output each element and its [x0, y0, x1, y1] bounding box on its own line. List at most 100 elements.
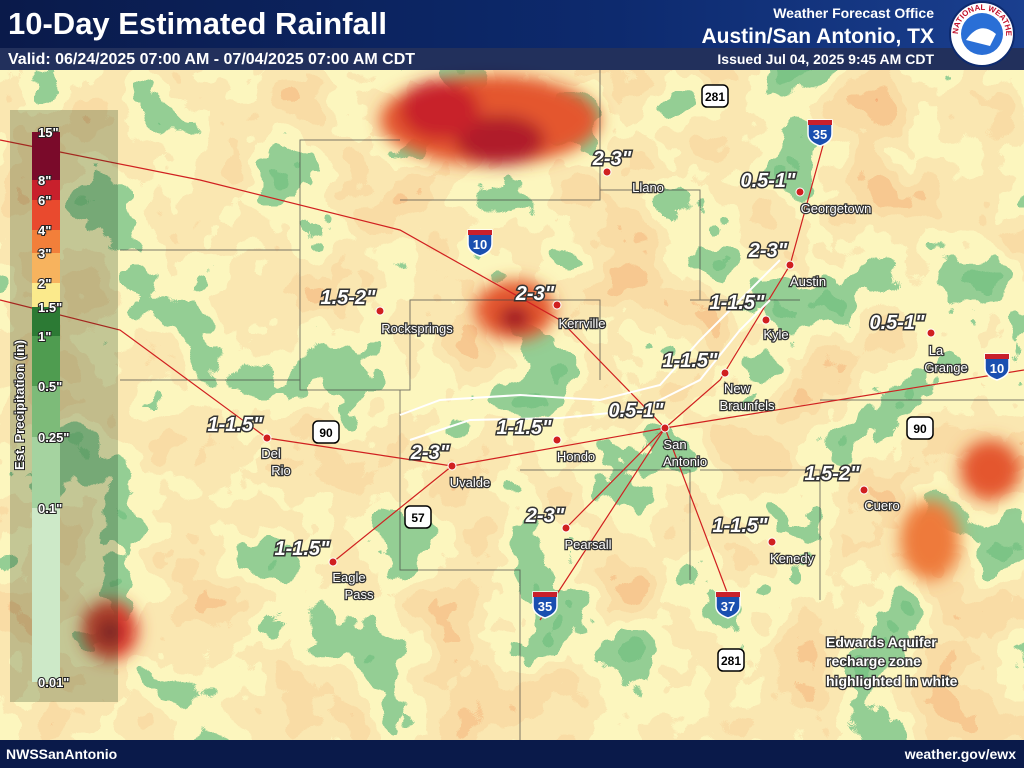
legend-label: 0.5": [38, 379, 62, 394]
legend-label: 2": [38, 276, 51, 291]
rainfall-amount: 1-1.5": [207, 414, 263, 436]
legend-label: 6": [38, 193, 51, 208]
city-name: Kyle: [763, 327, 788, 342]
city-name: Eagle: [332, 570, 365, 585]
city-name: New: [724, 381, 751, 396]
note-line: recharge zone: [826, 653, 921, 669]
city-name: Del: [261, 446, 281, 461]
interstate-shield-top: [716, 592, 740, 597]
highway-shields: 35 10 10 35 37 281 281 90 90 57: [312, 84, 1010, 672]
us-shield: [906, 416, 934, 440]
city-name: Uvalde: [450, 475, 490, 490]
legend-swatch: [32, 386, 60, 437]
issued: Issued Jul 04, 2025 9:45 AM CDT: [717, 51, 934, 67]
city-dot: [795, 187, 805, 197]
city-dot: [552, 435, 562, 445]
aquifer-note: Edwards Aquifer recharge zone highlighte…: [825, 633, 959, 691]
rainfall-amount: 1.5-2": [804, 463, 860, 485]
rainfall-amount: 1.5-2": [320, 287, 376, 309]
rainfall-amount: 1-1.5": [274, 538, 330, 560]
note-line: highlighted in white: [826, 673, 958, 689]
legend-label: 3": [38, 246, 51, 261]
rainfall-amount: 0.5-1": [869, 312, 925, 334]
rainfall-amount: 2-3": [748, 240, 788, 262]
title: 10-Day Estimated Rainfall: [8, 6, 387, 41]
city-dot: [328, 557, 338, 567]
legend-label: 15": [38, 125, 59, 140]
city-name: Hondo: [557, 449, 595, 464]
city-dot: [447, 461, 457, 471]
rainfall-amount: 2-3": [525, 505, 565, 527]
city-name: Rocksprings: [381, 321, 453, 336]
rainfall-amount: 0.5-1": [740, 170, 796, 192]
footer-right: weather.gov/ewx: [904, 746, 1016, 762]
city-dot: [767, 537, 777, 547]
city-name: Braunfels: [720, 398, 775, 413]
interstate-shield: [807, 119, 833, 147]
legend-label: 4": [38, 223, 51, 238]
us-shield: [312, 420, 340, 444]
city-dot: [859, 485, 869, 495]
valid-period: Valid: 06/24/2025 07:00 AM - 07/04/2025 …: [8, 51, 415, 68]
aquifer-recharge-zone: [399, 259, 781, 441]
us-shield: [701, 84, 729, 108]
legend-swatch: [32, 283, 60, 307]
interstate-number: 35: [813, 127, 827, 142]
city-dot: [785, 260, 795, 270]
city-name: Antonio: [663, 454, 707, 469]
note-line: Edwards Aquifer: [826, 634, 937, 650]
legend-panel: [10, 110, 118, 702]
highways: [0, 119, 1024, 621]
rainfall-amount: 1-1.5": [662, 350, 718, 372]
city-name: Pearsall: [565, 537, 612, 552]
city-dot: [926, 328, 936, 338]
interstate-shield: [467, 229, 493, 257]
city-dot: [375, 306, 385, 316]
city-name: Kenedy: [770, 551, 815, 566]
legend-swatch: [32, 437, 60, 508]
interstate-number: 10: [990, 361, 1004, 376]
legend-label: 1.5": [38, 300, 62, 315]
us-number: 90: [319, 426, 333, 440]
us-shield: [404, 505, 432, 529]
legend-swatch: [32, 132, 60, 180]
heavy-rain-areas: [82, 75, 1020, 660]
cities: 2-3"Llano 0.5-1"Georgetown2-3"Austin1-1.5…: [206, 147, 969, 604]
city-dot: [660, 423, 670, 433]
interstate-shield-top: [468, 230, 492, 235]
legend-swatch: [32, 508, 60, 682]
header-bar: [0, 0, 1024, 48]
interstate-shield-top: [808, 120, 832, 125]
rainfall-amount: 2-3": [515, 283, 555, 305]
city-name: Austin: [790, 274, 826, 289]
legend-swatch: [32, 230, 60, 253]
city-name: Georgetown: [801, 201, 872, 216]
legend-swatch: [32, 180, 60, 200]
valid-bar: [0, 48, 1024, 70]
us-shield: [717, 648, 745, 672]
rainfall-field: [0, 70, 1024, 740]
legend-label: 0.01": [38, 675, 69, 690]
legend-label: 8": [38, 173, 51, 188]
legend-label: 0.1": [38, 501, 62, 516]
city-dot: [761, 315, 771, 325]
rainfall-amount: 1-1.5": [496, 417, 552, 439]
county-lines: [120, 70, 1024, 740]
legend: 15" 8" 6" 4" 3" 2" 1.5" 1" 0.5" 0.25" 0.1" 0.01": [32, 124, 70, 691]
legend-swatch: [32, 336, 60, 386]
city-dot: [262, 433, 272, 443]
legend-swatch: [32, 307, 60, 336]
city-dot: [552, 300, 562, 310]
rainfall-amount: 0.5-1": [608, 400, 664, 422]
footer-left: NWSSanAntonio: [6, 746, 117, 762]
legend-swatch: [32, 200, 60, 230]
footer-bar: [0, 740, 1024, 768]
rainfall-amount: 2-3": [410, 442, 450, 464]
rainfall-amount: 2-3": [592, 148, 632, 170]
interstate-shield: [532, 591, 558, 619]
city-dot: [602, 167, 612, 177]
city-dot: [561, 523, 571, 533]
city-name: Kerrville: [559, 316, 606, 331]
